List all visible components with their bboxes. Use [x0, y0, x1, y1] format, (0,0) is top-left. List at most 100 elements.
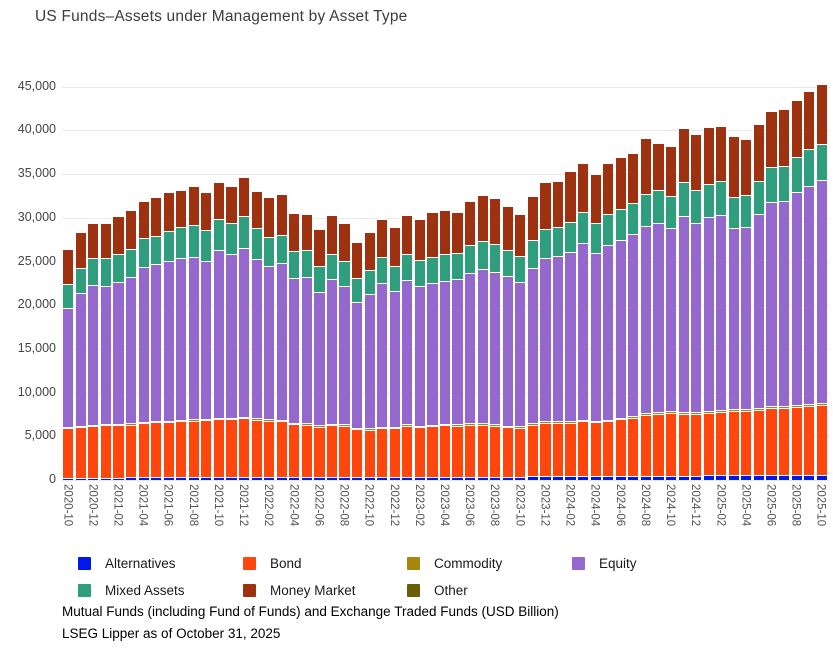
legend-item-bond[interactable]: Bond	[243, 556, 302, 571]
segment-equity[interactable]	[640, 226, 651, 414]
segment-money-market[interactable]	[515, 213, 526, 256]
segment-bond[interactable]	[465, 424, 476, 477]
segment-mixed-assets[interactable]	[590, 222, 601, 253]
bar-2022-04[interactable]	[289, 211, 300, 480]
segment-bond[interactable]	[301, 424, 312, 477]
segment-alternatives[interactable]	[138, 477, 149, 480]
segment-mixed-assets[interactable]	[615, 208, 626, 240]
segment-money-market[interactable]	[691, 133, 702, 191]
segment-bond[interactable]	[213, 419, 225, 478]
bar-2021-05[interactable]	[151, 196, 162, 480]
segment-alternatives[interactable]	[791, 474, 802, 480]
segment-bond[interactable]	[377, 428, 388, 477]
segment-equity[interactable]	[63, 307, 74, 428]
segment-commodity[interactable]	[653, 412, 664, 415]
segment-mixed-assets[interactable]	[477, 240, 488, 269]
segment-other[interactable]	[113, 215, 124, 217]
segment-alternatives[interactable]	[226, 477, 237, 480]
segment-other[interactable]	[565, 169, 576, 171]
segment-money-market[interactable]	[364, 232, 375, 270]
segment-commodity[interactable]	[728, 409, 739, 412]
segment-money-market[interactable]	[778, 109, 790, 167]
segment-money-market[interactable]	[138, 201, 149, 239]
segment-equity[interactable]	[439, 280, 451, 424]
segment-other[interactable]	[301, 212, 312, 214]
segment-bond[interactable]	[402, 425, 413, 477]
segment-mixed-assets[interactable]	[565, 221, 576, 252]
segment-alternatives[interactable]	[389, 476, 400, 480]
segment-money-market[interactable]	[201, 192, 212, 231]
segment-commodity[interactable]	[125, 423, 137, 425]
segment-alternatives[interactable]	[653, 475, 664, 480]
segment-other[interactable]	[452, 210, 463, 212]
segment-bond[interactable]	[678, 413, 689, 476]
segment-commodity[interactable]	[490, 424, 501, 426]
segment-money-market[interactable]	[741, 139, 752, 195]
bar-2021-03[interactable]	[125, 209, 137, 480]
segment-bond[interactable]	[151, 422, 162, 478]
segment-alternatives[interactable]	[251, 477, 262, 480]
segment-equity[interactable]	[264, 265, 275, 420]
segment-mixed-assets[interactable]	[502, 249, 513, 277]
segment-money-market[interactable]	[703, 126, 714, 184]
segment-bond[interactable]	[339, 425, 350, 477]
segment-bond[interactable]	[100, 425, 112, 478]
segment-mixed-assets[interactable]	[640, 193, 651, 227]
segment-equity[interactable]	[766, 201, 777, 407]
bar-2022-05[interactable]	[301, 212, 312, 480]
segment-alternatives[interactable]	[176, 477, 187, 480]
segment-mixed-assets[interactable]	[113, 254, 124, 282]
segment-other[interactable]	[213, 181, 225, 183]
segment-equity[interactable]	[565, 251, 576, 422]
segment-other[interactable]	[778, 108, 790, 110]
segment-alternatives[interactable]	[352, 476, 363, 480]
segment-other[interactable]	[804, 89, 815, 91]
segment-mixed-assets[interactable]	[552, 226, 564, 257]
bar-2025-04[interactable]	[741, 138, 752, 480]
bar-2020-10[interactable]	[63, 247, 74, 480]
segment-equity[interactable]	[113, 281, 124, 424]
segment-alternatives[interactable]	[289, 476, 300, 480]
segment-equity[interactable]	[716, 215, 727, 410]
segment-money-market[interactable]	[540, 181, 551, 229]
segment-commodity[interactable]	[741, 408, 752, 411]
segment-other[interactable]	[603, 162, 614, 163]
segment-money-market[interactable]	[552, 180, 564, 227]
segment-money-market[interactable]	[490, 198, 501, 245]
bar-2021-12[interactable]	[239, 175, 250, 480]
segment-other[interactable]	[665, 144, 677, 146]
segment-money-market[interactable]	[352, 242, 363, 279]
segment-mixed-assets[interactable]	[665, 195, 677, 229]
segment-money-market[interactable]	[163, 192, 174, 232]
segment-alternatives[interactable]	[615, 475, 626, 480]
segment-alternatives[interactable]	[63, 477, 74, 480]
segment-alternatives[interactable]	[239, 477, 250, 480]
segment-bond[interactable]	[527, 424, 538, 477]
segment-equity[interactable]	[552, 256, 564, 422]
segment-equity[interactable]	[427, 282, 438, 425]
bar-2024-05[interactable]	[603, 162, 614, 480]
segment-alternatives[interactable]	[439, 476, 451, 480]
segment-equity[interactable]	[490, 271, 501, 425]
segment-mixed-assets[interactable]	[88, 257, 99, 286]
bar-2025-02[interactable]	[716, 124, 727, 480]
segment-commodity[interactable]	[213, 417, 225, 420]
segment-money-market[interactable]	[289, 212, 300, 252]
segment-money-market[interactable]	[615, 157, 626, 209]
segment-commodity[interactable]	[402, 424, 413, 426]
segment-mixed-assets[interactable]	[628, 202, 639, 235]
segment-equity[interactable]	[791, 192, 802, 406]
segment-equity[interactable]	[188, 256, 199, 420]
segment-money-market[interactable]	[88, 222, 99, 258]
segment-mixed-assets[interactable]	[352, 278, 363, 302]
segment-mixed-assets[interactable]	[75, 267, 86, 294]
segment-commodity[interactable]	[75, 425, 86, 428]
segment-mixed-assets[interactable]	[804, 149, 815, 186]
segment-equity[interactable]	[603, 245, 614, 420]
segment-commodity[interactable]	[527, 423, 538, 425]
bar-2023-04[interactable]	[439, 208, 451, 480]
segment-equity[interactable]	[163, 261, 174, 421]
segment-other[interactable]	[138, 200, 149, 202]
segment-money-market[interactable]	[314, 228, 325, 267]
segment-money-market[interactable]	[276, 194, 287, 236]
